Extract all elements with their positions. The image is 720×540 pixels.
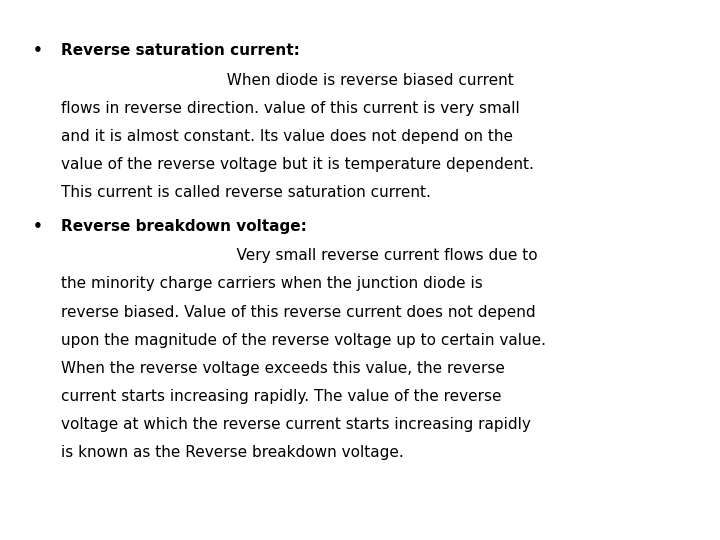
Text: flows in reverse direction. value of this current is very small: flows in reverse direction. value of thi…: [61, 101, 520, 116]
Text: •: •: [32, 43, 42, 58]
Text: When diode is reverse biased current: When diode is reverse biased current: [61, 73, 514, 88]
Text: Very small reverse current flows due to: Very small reverse current flows due to: [61, 248, 538, 264]
Text: value of the reverse voltage but it is temperature dependent.: value of the reverse voltage but it is t…: [61, 157, 534, 172]
Text: Reverse breakdown voltage:: Reverse breakdown voltage:: [61, 219, 307, 234]
Text: Reverse saturation current:: Reverse saturation current:: [61, 43, 300, 58]
Text: •: •: [32, 219, 42, 234]
Text: and it is almost constant. Its value does not depend on the: and it is almost constant. Its value doe…: [61, 129, 513, 144]
Text: upon the magnitude of the reverse voltage up to certain value.: upon the magnitude of the reverse voltag…: [61, 333, 546, 348]
Text: voltage at which the reverse current starts increasing rapidly: voltage at which the reverse current sta…: [61, 417, 531, 432]
Text: reverse biased. Value of this reverse current does not depend: reverse biased. Value of this reverse cu…: [61, 305, 536, 320]
Text: current starts increasing rapidly. The value of the reverse: current starts increasing rapidly. The v…: [61, 389, 502, 404]
Text: When the reverse voltage exceeds this value, the reverse: When the reverse voltage exceeds this va…: [61, 361, 505, 376]
Text: This current is called reverse saturation current.: This current is called reverse saturatio…: [61, 185, 431, 200]
Text: the minority charge carriers when the junction diode is: the minority charge carriers when the ju…: [61, 276, 483, 292]
Text: is known as the Reverse breakdown voltage.: is known as the Reverse breakdown voltag…: [61, 445, 404, 460]
